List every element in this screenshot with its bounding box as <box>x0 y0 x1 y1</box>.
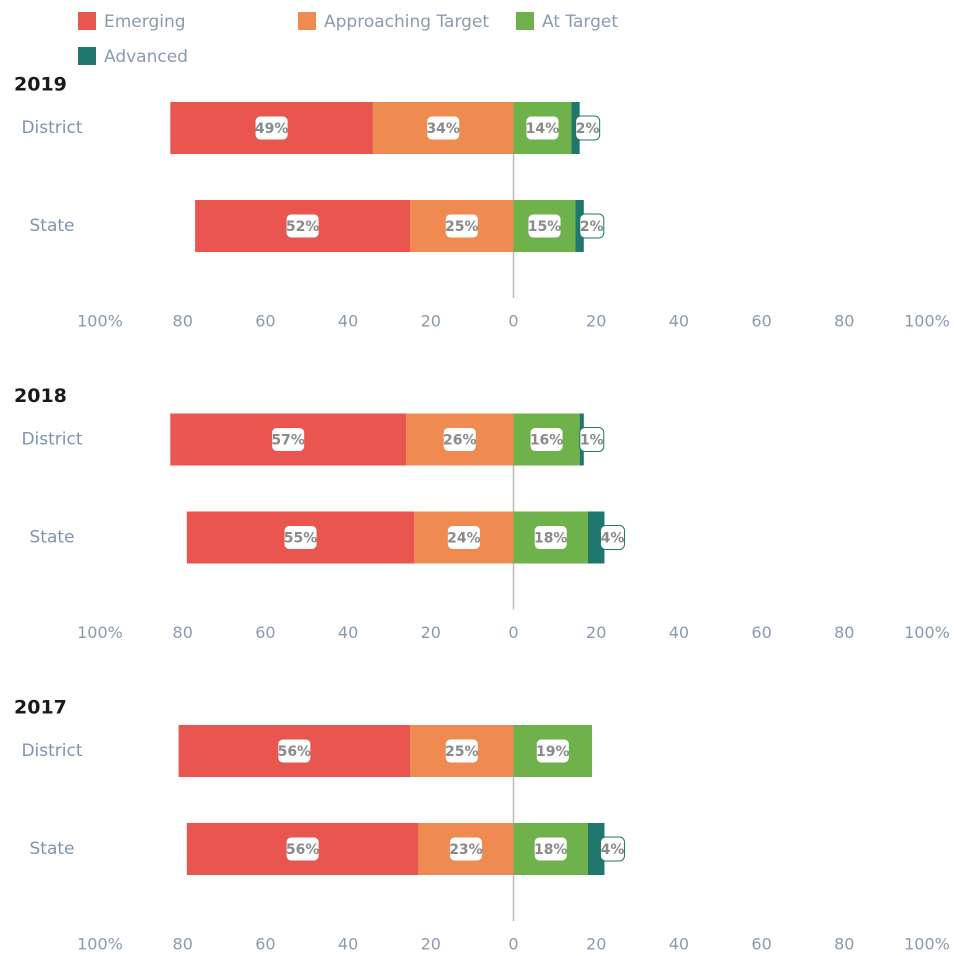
value-label-box <box>271 427 306 452</box>
x-tick-label: 40 <box>338 623 358 642</box>
x-tick-label: 20 <box>421 312 441 331</box>
value-label: 26% <box>443 433 477 449</box>
value-label-box <box>448 836 483 862</box>
x-tick-label: 100% <box>904 312 950 331</box>
x-tick-label: 60 <box>751 312 771 331</box>
x-tick-label: 80 <box>834 623 854 642</box>
value-label: 52% <box>286 219 320 235</box>
legend-swatch <box>298 12 316 30</box>
value-label-box <box>446 525 481 550</box>
value-label-box <box>579 213 605 239</box>
x-tick-label: 40 <box>669 312 689 331</box>
value-label-box <box>579 427 605 452</box>
x-tick-label: 60 <box>255 935 275 954</box>
x-tick-label: 40 <box>669 623 689 642</box>
value-label-box <box>599 836 625 862</box>
x-tick-label: 80 <box>173 623 193 642</box>
x-tick-label: 20 <box>586 935 606 954</box>
x-tick-label: 40 <box>338 935 358 954</box>
value-label: 16% <box>530 433 564 449</box>
value-label: 49% <box>255 121 289 137</box>
legend-swatch <box>516 12 534 30</box>
value-label-box <box>285 213 320 239</box>
x-tick-label: 20 <box>586 312 606 331</box>
value-label-box <box>575 115 601 141</box>
legend-swatch <box>78 47 96 65</box>
value-label-box <box>444 213 479 239</box>
value-label: 18% <box>534 531 568 547</box>
panel-title: 2019 <box>14 74 67 96</box>
value-label-box <box>529 427 564 452</box>
category-label: District <box>21 741 82 761</box>
panel-title: 2018 <box>14 385 67 407</box>
value-label: 15% <box>528 219 562 235</box>
value-label-box <box>442 427 477 452</box>
x-tick-label: 0 <box>508 312 518 331</box>
x-tick-label: 40 <box>669 935 689 954</box>
value-label: 34% <box>426 121 460 137</box>
x-tick-label: 20 <box>421 623 441 642</box>
value-label: 25% <box>445 744 479 760</box>
value-label: 1% <box>580 433 604 449</box>
value-label-box <box>535 738 570 764</box>
value-label: 2% <box>580 219 604 235</box>
x-tick-label: 60 <box>751 935 771 954</box>
value-label-box <box>277 738 312 764</box>
value-label: 55% <box>284 531 318 547</box>
value-label: 4% <box>601 531 625 547</box>
value-label-box <box>254 115 289 141</box>
x-tick-label: 60 <box>255 623 275 642</box>
category-label: State <box>30 216 75 236</box>
x-tick-label: 100% <box>77 623 123 642</box>
x-tick-label: 80 <box>173 312 193 331</box>
value-label: 24% <box>447 531 481 547</box>
value-label: 18% <box>534 842 568 858</box>
legend-label: Emerging <box>104 12 186 32</box>
value-label-box <box>533 525 568 550</box>
legend-label: Approaching Target <box>324 12 489 32</box>
value-label-box <box>285 836 320 862</box>
category-label: District <box>21 118 82 138</box>
category-label: State <box>30 839 75 859</box>
value-label-box <box>533 836 568 862</box>
value-label-box <box>444 738 479 764</box>
x-tick-label: 80 <box>834 312 854 331</box>
x-tick-label: 40 <box>338 312 358 331</box>
legend-label: At Target <box>542 12 618 32</box>
x-tick-label: 20 <box>421 935 441 954</box>
value-label: 56% <box>278 744 312 760</box>
value-label: 25% <box>445 219 479 235</box>
value-label-box <box>599 525 625 550</box>
value-label: 19% <box>536 744 570 760</box>
category-label: State <box>30 528 75 548</box>
value-label: 2% <box>576 121 600 137</box>
x-tick-label: 20 <box>586 623 606 642</box>
x-tick-label: 60 <box>255 312 275 331</box>
x-tick-label: 0 <box>508 935 518 954</box>
value-label: 14% <box>526 121 560 137</box>
x-tick-label: 60 <box>751 623 771 642</box>
x-tick-label: 100% <box>77 312 123 331</box>
category-label: District <box>21 430 82 450</box>
bar-segment <box>587 511 605 564</box>
value-label: 4% <box>601 842 625 858</box>
x-tick-label: 80 <box>173 935 193 954</box>
bar-segment <box>587 823 605 875</box>
panel-title: 2017 <box>14 697 67 719</box>
legend-label: Advanced <box>104 47 188 67</box>
x-tick-label: 80 <box>834 935 854 954</box>
value-label: 23% <box>449 842 483 858</box>
value-label-box <box>283 525 318 550</box>
value-label-box <box>426 115 461 141</box>
value-label-box <box>525 115 560 141</box>
value-label: 56% <box>286 842 320 858</box>
x-tick-label: 100% <box>904 623 950 642</box>
legend-swatch <box>78 12 96 30</box>
x-tick-label: 100% <box>904 935 950 954</box>
value-label-box <box>527 213 562 239</box>
value-label: 57% <box>271 433 305 449</box>
x-tick-label: 100% <box>77 935 123 954</box>
x-tick-label: 0 <box>508 623 518 642</box>
